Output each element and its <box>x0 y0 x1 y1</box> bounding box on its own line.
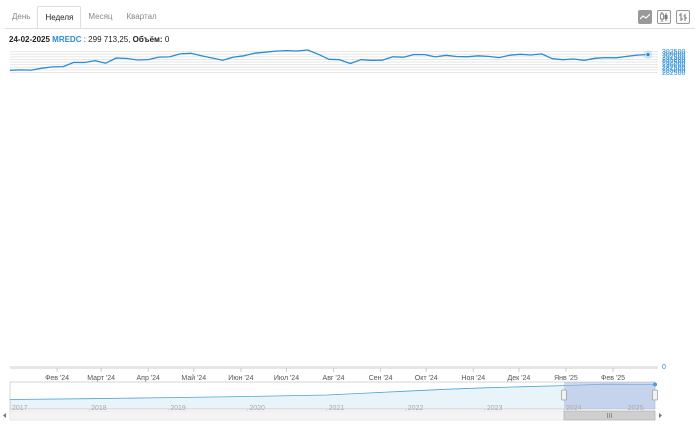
x-tick-label: Июл '24 <box>274 375 299 382</box>
y-tick-label: 300000 <box>662 52 685 59</box>
x-tick-label: Июн '24 <box>228 375 253 382</box>
navigator-left-handle[interactable] <box>561 389 567 401</box>
info-value: 299 713,25 <box>88 35 129 44</box>
tab-month[interactable]: Месяц <box>88 12 113 21</box>
tab-week[interactable]: Неделя <box>37 6 82 28</box>
tab-quarter[interactable]: Квартал <box>126 12 157 21</box>
candlestick-button[interactable] <box>657 10 671 24</box>
tab-day[interactable]: День <box>12 12 31 21</box>
info-volume-value: 0 <box>164 35 170 44</box>
line-chart-button[interactable] <box>638 10 652 24</box>
y-tick-label: 287500 <box>662 65 685 72</box>
x-tick-label: Март '24 <box>87 375 115 382</box>
x-tick-label: Май '24 <box>181 374 206 382</box>
navigator-year-label: 2020 <box>249 405 265 412</box>
info-ticker: MREDC <box>52 35 82 44</box>
navigator-year-label: 2017 <box>12 405 28 412</box>
navigator-year-label: 2021 <box>329 405 345 412</box>
navigator-right-handle[interactable] <box>652 389 658 401</box>
y-tick-label: 282500 <box>662 70 685 77</box>
x-tick-label: Сен '24 <box>369 375 393 382</box>
scroll-left-arrow-icon[interactable] <box>3 413 6 418</box>
y-tick-label: 295000 <box>662 57 685 64</box>
navigator-year-label: 2025 <box>628 405 644 412</box>
navigator-last-point <box>653 382 657 387</box>
y-tick-label: 297500 <box>662 54 685 61</box>
period-tabs: День Неделя Месяц Квартал <box>5 6 695 29</box>
x-tick-label: Фев '24 <box>45 375 69 382</box>
x-tick-label: Ноя '24 <box>461 375 485 382</box>
ohlc-bar-button[interactable] <box>676 10 690 24</box>
price-series-line <box>9 49 649 71</box>
scroll-right-arrow-icon[interactable] <box>659 413 662 418</box>
navigator-year-label: 2024 <box>566 405 582 412</box>
x-tick-label: Апр '24 <box>137 375 161 382</box>
navigator-year-label: 2018 <box>91 405 107 412</box>
last-point-marker[interactable] <box>645 51 651 58</box>
navigator-selection[interactable] <box>563 382 655 409</box>
info-date: 24-02-2025 <box>9 35 50 44</box>
navigator-scrollbar-track[interactable] <box>9 410 656 421</box>
navigator-year-label: 2019 <box>170 405 186 412</box>
navigator-year-label: 2022 <box>408 405 424 412</box>
ohlc-bar-icon <box>679 13 687 21</box>
y-tick-label: 0 <box>662 364 666 371</box>
x-tick-label: Окт '24 <box>415 375 438 382</box>
info-volume-label: Объём: <box>132 35 163 44</box>
navigator-frame <box>9 381 656 410</box>
price-info-line: 24-02-2025 MREDC : 299 713,25, Объём: 0 <box>9 35 170 44</box>
y-tick-label: 290000 <box>662 62 685 69</box>
y-tick-label: 302500 <box>662 49 685 56</box>
y-tick-label: 292500 <box>662 60 685 67</box>
y-tick-label: 285000 <box>662 67 685 74</box>
line-chart-icon <box>640 13 650 20</box>
navigator-area <box>10 384 655 409</box>
x-tick-label: Янв '25 <box>554 375 578 382</box>
info-separator: : <box>81 35 89 44</box>
candlestick-icon <box>660 12 668 22</box>
x-tick-label: Фев '25 <box>601 375 625 382</box>
x-tick-label: Авг '24 <box>323 375 345 382</box>
chart-type-toolbar <box>638 10 690 24</box>
x-tick-label: Дек '24 <box>507 375 530 382</box>
navigator-year-label: 2023 <box>487 405 503 412</box>
